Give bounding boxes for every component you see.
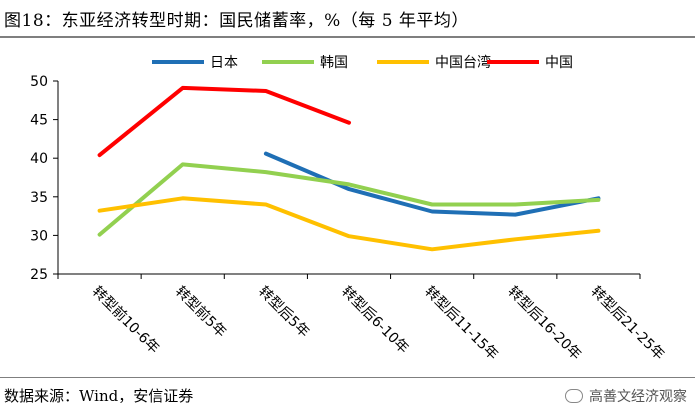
legend-label: 日本 xyxy=(210,55,238,71)
x-tick-label: 转型前5年 xyxy=(172,283,230,341)
y-tick-label: 30 xyxy=(30,228,48,244)
legend-label: 中国 xyxy=(545,55,573,71)
x-tick-label: 转型后11-15年 xyxy=(421,284,501,364)
y-tick-label: 50 xyxy=(30,74,48,90)
source-note: 数据来源：Wind，安信证券 xyxy=(4,387,194,405)
x-tick-label: 转型前10-6年 xyxy=(89,283,163,357)
x-tick-label: 转型后5年 xyxy=(255,284,312,341)
title-divider xyxy=(0,36,695,38)
y-tick-label: 40 xyxy=(30,151,48,167)
legend-label: 韩国 xyxy=(320,55,348,71)
series-line xyxy=(263,151,601,217)
footer-divider xyxy=(0,377,695,378)
series-line xyxy=(97,196,601,252)
x-tick-label: 转型后21-25年 xyxy=(588,284,668,364)
x-tick-label: 转型后16-20年 xyxy=(504,284,584,364)
series-line xyxy=(97,162,601,237)
series-layer xyxy=(97,85,601,252)
wechat-icon xyxy=(565,389,583,403)
legend-label: 中国台湾 xyxy=(435,54,491,71)
x-tick-label: 转型后6-10年 xyxy=(338,284,411,357)
series-line xyxy=(97,85,351,158)
watermark-text: 高善文经济观察 xyxy=(589,389,687,405)
legend: 日本 韩国 中国台湾 中国 xyxy=(152,54,573,71)
y-tick-label: 35 xyxy=(30,190,48,206)
y-tick-label: 45 xyxy=(30,113,48,129)
watermark: 高善文经济观察 xyxy=(565,386,687,406)
y-tick-label: 25 xyxy=(30,267,48,283)
chart-title: 图18：东亚经济转型时期：国民储蓄率，%（每 5 年平均） xyxy=(4,11,469,31)
